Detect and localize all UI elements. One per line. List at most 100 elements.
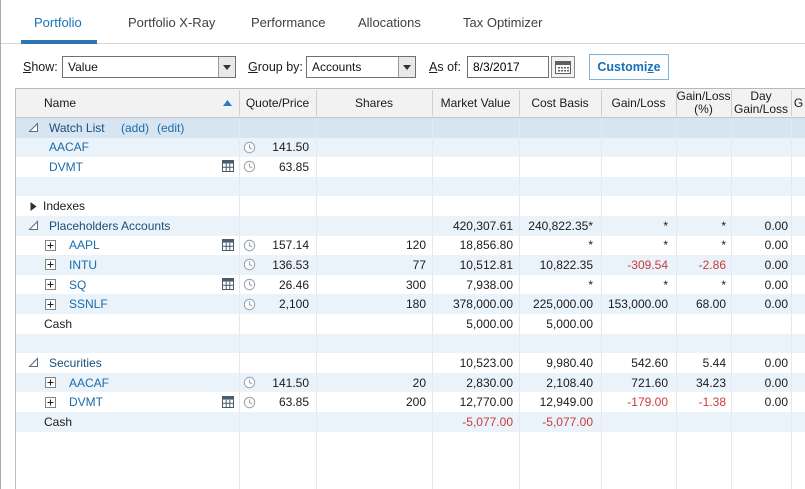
report-icon[interactable] bbox=[222, 236, 235, 256]
table-row-indexes-4: Indexes bbox=[16, 196, 805, 216]
cell-cb: * bbox=[588, 238, 593, 253]
ticker-link[interactable]: AACAF bbox=[49, 140, 90, 155]
cell-cb: 225,000.00 bbox=[532, 297, 593, 312]
cell-glp: 34.23 bbox=[695, 375, 726, 390]
column-header-name[interactable]: Name bbox=[44, 95, 77, 110]
expand-plus-icon[interactable] bbox=[45, 373, 56, 393]
cell-qp: 63.85 bbox=[278, 159, 309, 174]
expand-plus-icon[interactable] bbox=[45, 294, 56, 314]
group-by-select[interactable]: Accounts bbox=[306, 56, 416, 78]
column-header-glp[interactable]: Gain/Loss (%) bbox=[676, 89, 731, 116]
group-name[interactable]: Securities bbox=[49, 355, 102, 370]
ticker-link[interactable]: INTU bbox=[69, 257, 97, 272]
cell-cb: * bbox=[588, 277, 593, 292]
ticker-link[interactable]: DVMT bbox=[69, 395, 103, 410]
tab-allocations[interactable]: Allocations bbox=[358, 14, 421, 30]
column-divider bbox=[316, 118, 317, 489]
cell-qp: 141.50 bbox=[272, 140, 309, 155]
column-header-mv[interactable]: Market Value bbox=[440, 95, 511, 110]
cell-cb: 5,000.00 bbox=[546, 316, 593, 331]
cell-mv: 7,938.00 bbox=[466, 277, 513, 292]
add-link[interactable]: (add) bbox=[121, 120, 150, 135]
expand-plus-icon[interactable] bbox=[45, 275, 56, 295]
cell-qp: 157.14 bbox=[272, 238, 309, 253]
show-select-value: Value bbox=[68, 60, 98, 74]
cell-gl: -179.00 bbox=[627, 395, 668, 410]
tab-portfolio-x-ray[interactable]: Portfolio X-Ray bbox=[128, 14, 216, 30]
ticker-link[interactable]: AAPL bbox=[69, 238, 100, 253]
table-row-intu-7: INTU 136.53 77 10,512.81 10,822.35 -309.54 -2.… bbox=[16, 255, 805, 275]
column-header-day[interactable]: Day Gain/Loss bbox=[733, 89, 789, 116]
ticker-link[interactable]: SQ bbox=[69, 277, 87, 292]
cell-cb: 9,980.40 bbox=[546, 355, 593, 370]
cell-glp: 68.00 bbox=[695, 297, 726, 312]
cell-shares: 200 bbox=[405, 395, 426, 410]
cell-day: 0.00 bbox=[764, 355, 788, 370]
header-divider bbox=[731, 90, 732, 116]
table-row-securities-12: Securities 10,523.00 9,980.40 542.60 5.44 0.0… bbox=[16, 353, 805, 373]
cell-mv: 10,512.81 bbox=[459, 257, 513, 272]
column-divider bbox=[731, 118, 732, 489]
report-icon[interactable] bbox=[222, 392, 235, 412]
customize-button[interactable]: Customi z e bbox=[589, 54, 669, 80]
header-divider bbox=[519, 90, 520, 116]
tab-portfolio[interactable]: Portfolio bbox=[34, 14, 82, 30]
group-name[interactable]: Placeholders Accounts bbox=[49, 218, 171, 233]
calendar-icon[interactable] bbox=[551, 56, 575, 78]
clock-icon bbox=[243, 157, 256, 177]
expand-plus-icon[interactable] bbox=[45, 255, 56, 275]
tab-bar: Portfolio Portfolio X-Ray Performance Alloc… bbox=[1, 0, 805, 44]
clock-icon bbox=[243, 138, 256, 158]
expand-triangle-icon[interactable] bbox=[28, 216, 39, 236]
report-icon[interactable] bbox=[222, 275, 235, 295]
cell-shares: 20 bbox=[412, 375, 426, 390]
cash-label: Cash bbox=[44, 316, 73, 331]
tab-tax-optimizer[interactable]: Tax Optimizer bbox=[463, 14, 543, 30]
expand-triangle-icon[interactable] bbox=[28, 118, 39, 138]
cell-mv: 378,000.00 bbox=[452, 297, 513, 312]
cell-gl: 721.60 bbox=[631, 375, 668, 390]
ticker-link[interactable]: AACAF bbox=[69, 375, 110, 390]
cell-gl: -309.54 bbox=[627, 257, 668, 272]
clock-icon bbox=[243, 392, 256, 412]
table-row-aacaf-13: AACAF 141.50 20 2,830.00 2,108.40 721.60 34.23… bbox=[16, 372, 805, 393]
cash-label: Cash bbox=[44, 414, 73, 429]
column-divider bbox=[791, 118, 792, 489]
expand-triangle-icon[interactable] bbox=[28, 353, 39, 373]
column-header-qp[interactable]: Quote/Price bbox=[245, 95, 310, 110]
clock-icon bbox=[243, 255, 256, 275]
cell-shares: 77 bbox=[412, 257, 426, 272]
clock-icon bbox=[243, 373, 256, 393]
tab-performance[interactable]: Performance bbox=[251, 14, 326, 30]
expand-plus-icon[interactable] bbox=[45, 236, 56, 256]
collapse-triangle-icon[interactable] bbox=[29, 196, 38, 216]
column-header-gl[interactable]: Gain/Loss bbox=[611, 95, 666, 110]
cell-qp: 141.50 bbox=[272, 375, 309, 390]
active-tab-underline bbox=[21, 40, 97, 44]
group-name[interactable]: Watch List bbox=[49, 120, 105, 135]
column-header-cb[interactable]: Cost Basis bbox=[531, 95, 589, 110]
cell-shares: 120 bbox=[405, 238, 426, 253]
cell-cb: 10,822.35 bbox=[539, 257, 593, 272]
expand-plus-icon[interactable] bbox=[45, 392, 56, 412]
header-divider bbox=[316, 90, 317, 116]
column-header-shares[interactable]: Shares bbox=[354, 95, 394, 110]
dropdown-arrow-icon[interactable] bbox=[398, 57, 415, 77]
as-of-date-input[interactable] bbox=[467, 56, 549, 78]
ticker-link[interactable]: DVMT bbox=[49, 159, 83, 174]
column-header-g[interactable]: G bbox=[793, 95, 804, 110]
table-row-empty bbox=[16, 333, 805, 354]
header-divider bbox=[601, 90, 602, 116]
edit-link[interactable]: (edit) bbox=[157, 120, 185, 135]
ticker-link[interactable]: SSNLF bbox=[69, 297, 108, 312]
dropdown-arrow-icon[interactable] bbox=[218, 57, 235, 77]
cell-cb: -5,077.00 bbox=[542, 414, 593, 429]
report-icon[interactable] bbox=[222, 157, 235, 177]
show-select[interactable]: Value bbox=[62, 56, 236, 78]
grid-header-row: Name Quote/Price Shares Market Value Cost Ba… bbox=[16, 88, 805, 118]
cell-glp: * bbox=[721, 238, 726, 253]
